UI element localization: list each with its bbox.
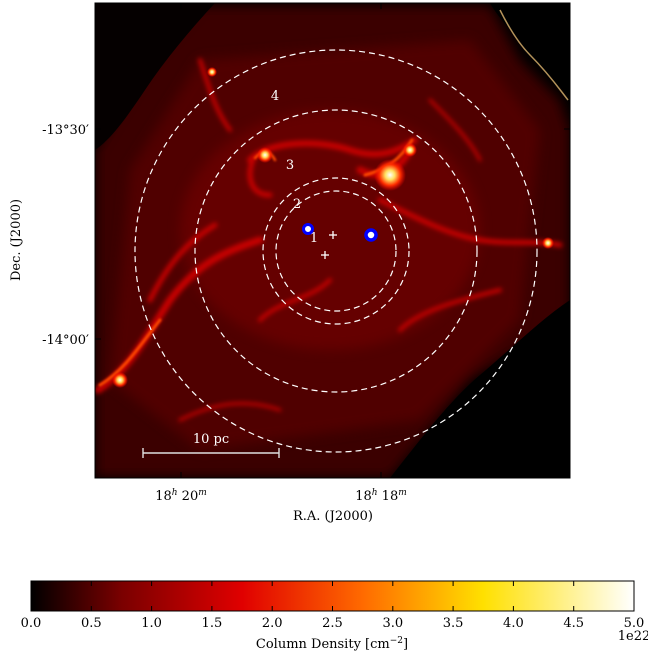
map-ticks <box>95 3 570 478</box>
annulus-label-1: 1 <box>310 231 318 246</box>
annulus-ring-2 <box>262 177 410 325</box>
bright-clump-ne <box>374 159 406 191</box>
center-cross-2 <box>321 251 329 259</box>
bright-clump-ne2 <box>403 143 417 157</box>
source-marker-1 <box>302 223 314 235</box>
x-axis-label: R.A. (J2000) <box>293 509 373 524</box>
colorbar-label: Column Density [cm−2] <box>256 636 408 652</box>
colorbar-tick-label: 4.0 <box>503 616 524 631</box>
colorbar-tick-label: 2.5 <box>322 616 343 631</box>
x-tick-label-2: 18h 18m <box>355 488 407 504</box>
scale-bar-label: 10 pc <box>193 432 229 447</box>
y-axis-label: Dec. (J2000) <box>9 199 24 281</box>
annuli-rings <box>134 49 538 453</box>
scale-bar <box>142 448 280 458</box>
masked-corner-se <box>390 300 570 478</box>
source-marker-2 <box>364 228 378 242</box>
colorbar-tick-label: 0.5 <box>81 616 102 631</box>
colorbar-tick-label: 3.5 <box>443 616 464 631</box>
annulus-label-2: 2 <box>293 197 301 212</box>
colorbar-tick-label: 4.5 <box>563 616 584 631</box>
bright-clump-e <box>542 237 554 249</box>
masked-corner-ne <box>490 3 570 95</box>
bright-clump-sw <box>112 372 128 388</box>
bright-clump-top <box>207 67 217 77</box>
center-cross-1 <box>329 231 337 239</box>
bright-clump-n <box>257 147 273 163</box>
colorbar-tick-label: 1.5 <box>202 616 223 631</box>
colorbar-tick-label: 1.0 <box>141 616 162 631</box>
y-tick-label-1: -13°30′ <box>42 123 89 138</box>
colorbar-ticks: 0.0 0.5 1.0 1.5 2.0 2.5 3.0 3.5 4.0 4.5 5.0 <box>21 581 645 631</box>
y-tick-label-2: -14°00′ <box>42 333 89 348</box>
edge-rim <box>499 9 569 101</box>
map-panel: 1 2 3 4 10 pc <box>9 2 571 524</box>
annulus-ring-3 <box>194 109 478 393</box>
annulus-ring-1 <box>275 190 397 312</box>
annulus-label-4: 4 <box>271 89 279 104</box>
colorbar: 0.0 0.5 1.0 1.5 2.0 2.5 3.0 3.5 4.0 4.5 5.0 1e22 C… <box>21 580 648 652</box>
colorbar-tick-label: 2.0 <box>262 616 283 631</box>
colorbar-tick-label: 5.0 <box>624 616 645 631</box>
emission-map: 1 2 3 4 10 pc <box>95 3 570 478</box>
colorbar-offset-text: 1e22 <box>618 629 648 644</box>
annulus-label-3: 3 <box>286 158 294 173</box>
colorbar-tick-label: 3.0 <box>382 616 403 631</box>
masked-corner-nw <box>95 3 215 150</box>
annulus-ring-4 <box>134 49 538 453</box>
colorbar-tick-label: 0.0 <box>21 616 42 631</box>
map-frame <box>94 2 571 479</box>
x-tick-label-1: 18h 20m <box>155 488 207 504</box>
